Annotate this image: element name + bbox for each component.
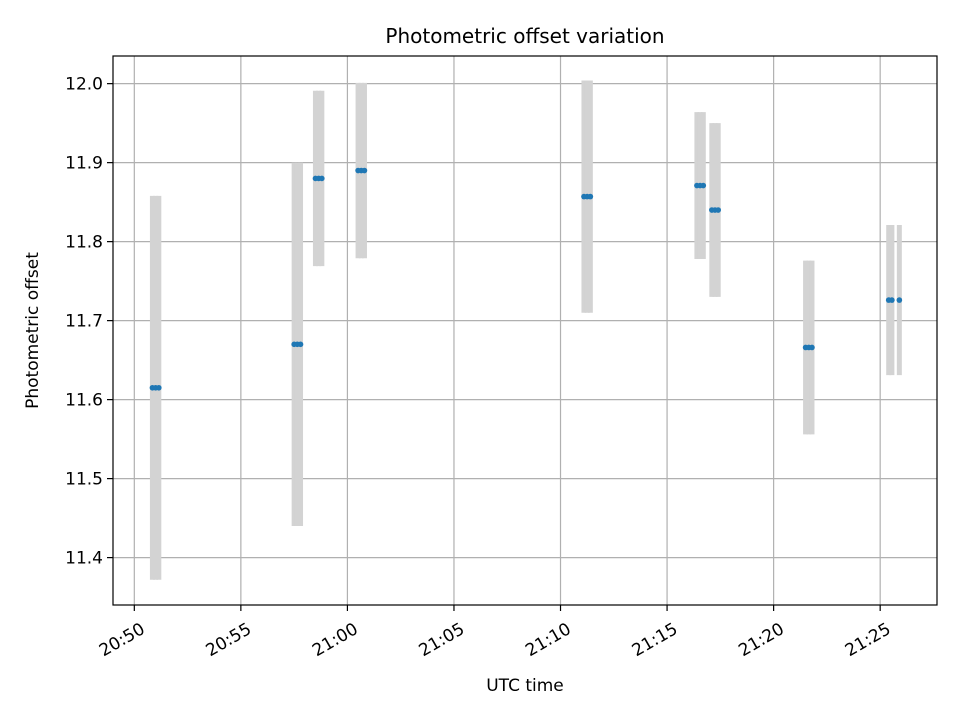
y-tick-label: 11.9 <box>65 154 103 174</box>
data-point <box>156 384 162 391</box>
x-axis-label: UTC time <box>486 676 564 696</box>
grid-lines <box>113 56 937 605</box>
data-point <box>715 207 722 213</box>
data-point <box>889 297 895 303</box>
data-point <box>319 175 325 182</box>
y-tick-label: 11.4 <box>65 549 103 569</box>
data-point <box>361 167 368 174</box>
y-tick-label: 11.5 <box>65 470 103 490</box>
y-axis-ticks: 11.4 11.5 11.6 11.7 11.8 11.9 12.0 <box>65 75 113 569</box>
plot-frame <box>112 55 938 606</box>
chart-title: Photometric offset variation <box>385 24 664 48</box>
y-tick-label: 11.7 <box>65 312 103 332</box>
data-point <box>297 341 304 348</box>
y-axis-label: Photometric offset <box>23 252 43 409</box>
y-tick-label: 11.8 <box>65 233 103 253</box>
y-tick-label: 12.0 <box>65 75 103 95</box>
data-point <box>809 344 815 351</box>
data-point <box>587 193 594 200</box>
data-point <box>896 297 903 303</box>
data-point <box>700 182 707 189</box>
y-tick-label: 11.6 <box>65 391 103 411</box>
data-points <box>149 167 903 391</box>
